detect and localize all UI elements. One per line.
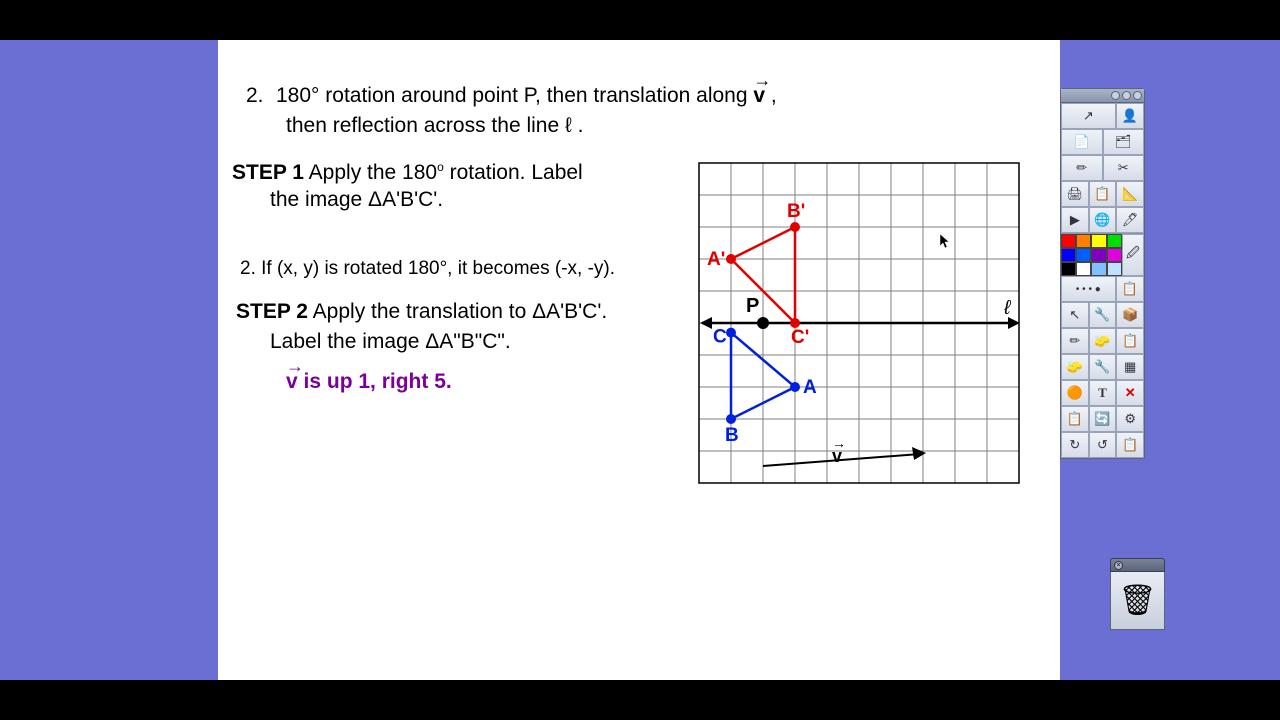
tool-button[interactable]: 🗂 (1103, 129, 1145, 155)
color-swatch[interactable] (1076, 262, 1091, 276)
tool-button[interactable]: ↺ (1089, 432, 1117, 458)
tool-button[interactable]: 🧽 (1089, 328, 1117, 354)
color-swatch[interactable] (1061, 262, 1076, 276)
window-min-icon[interactable] (1111, 91, 1120, 100)
vector-note-text: is up 1, right 5. (298, 370, 452, 393)
desktop: 2. 180° rotation around point P, then tr… (0, 40, 1280, 680)
document-area: 2. 180° rotation around point P, then tr… (218, 40, 1060, 680)
svg-text:→: → (832, 435, 846, 451)
svg-text:C: C (713, 327, 727, 348)
P-label: P (746, 295, 759, 317)
tool-button[interactable]: 🟠 (1061, 380, 1089, 406)
vector-v-symbol: v (753, 84, 765, 108)
tool-button[interactable]: 📋 (1116, 328, 1144, 354)
color-swatch[interactable] (1061, 234, 1076, 248)
tool-button[interactable]: 🖉 (1122, 234, 1144, 276)
tool-button[interactable]: T (1089, 380, 1117, 406)
tool-button[interactable]: ⚙ (1116, 406, 1144, 432)
tool-button[interactable]: 🔧 (1089, 354, 1117, 380)
tool-button[interactable]: 📐 (1116, 181, 1144, 207)
step1-text-a: Apply the 180 (304, 161, 437, 184)
tool-button[interactable]: 📋 (1089, 181, 1117, 207)
tool-button[interactable]: ✏ (1061, 155, 1103, 181)
step1-line2: the image ΔA'B'C'. (270, 188, 443, 212)
window-max-icon[interactable] (1122, 91, 1131, 100)
tool-button[interactable]: 📋 (1116, 276, 1144, 302)
tool-button[interactable]: 🧽 (1061, 354, 1089, 380)
color-swatch[interactable] (1076, 234, 1091, 248)
tool-button[interactable]: 📋 (1116, 432, 1144, 458)
palette-titlebar[interactable] (1061, 89, 1144, 103)
rotation-note: 2. If (x, y) is rotated 180°, it becomes… (240, 258, 615, 280)
step2: STEP 2 Apply the translation to ΔA'B'C'. (236, 300, 607, 324)
trash-window[interactable]: × 🗑 (1110, 558, 1165, 630)
tool-button[interactable]: 📋 (1061, 406, 1089, 432)
tool-palette[interactable]: ↗👤📄🗂✏✂🖨📋📐▶🌐🖊🖉• • • ●📋↖🔧📦✏🧽📋🧽🔧▦🟠T✕📋🔄⚙↻↺📋 (1060, 88, 1145, 459)
color-swatch[interactable] (1091, 262, 1106, 276)
trash-titlebar[interactable]: × (1110, 558, 1165, 572)
letterbox-bottom (0, 680, 1280, 720)
color-swatch[interactable] (1091, 234, 1106, 248)
svg-text:B': B' (787, 201, 805, 222)
window-close-icon[interactable] (1133, 91, 1142, 100)
step1: STEP 1 Apply the 180o rotation. Label (232, 160, 583, 185)
tool-button[interactable]: ✂ (1103, 155, 1145, 181)
color-swatch[interactable] (1107, 234, 1122, 248)
step2-label: STEP 2 (236, 300, 308, 323)
step1-label: STEP 1 (232, 161, 304, 184)
tool-button[interactable]: ↻ (1061, 432, 1089, 458)
tool-button[interactable]: 📄 (1061, 129, 1103, 155)
color-swatch[interactable] (1107, 248, 1122, 262)
tool-button[interactable]: 🖊 (1116, 207, 1144, 233)
tool-button[interactable]: ▦ (1116, 354, 1144, 380)
vector-note: v is up 1, right 5. (286, 370, 452, 394)
size-selector[interactable]: • • • ● (1061, 276, 1116, 302)
problem-number: 2. (246, 84, 264, 108)
letterbox-top (0, 0, 1280, 40)
svg-text:A: A (803, 377, 817, 398)
tool-button[interactable]: ▶ (1061, 207, 1089, 233)
vector-v-note: v (286, 370, 298, 394)
tool-button[interactable]: 📦 (1116, 302, 1144, 328)
tool-button[interactable]: 🌐 (1089, 207, 1117, 233)
tool-button[interactable]: ✏ (1061, 328, 1089, 354)
color-swatch[interactable] (1091, 248, 1106, 262)
ell-label: ℓ (1003, 297, 1012, 319)
svg-text:C': C' (791, 327, 809, 348)
step2-text: Apply the translation to ΔA'B'C'. (308, 300, 607, 323)
grid-figure: ℓ P ABC A'B'C' v → (698, 162, 1023, 487)
trash-icon[interactable]: 🗑 (1110, 572, 1165, 630)
trash-close-icon[interactable]: × (1114, 561, 1123, 570)
problem-text: 180° rotation around point P, then trans… (276, 84, 753, 107)
color-swatch[interactable] (1061, 248, 1076, 262)
color-swatch[interactable] (1076, 248, 1091, 262)
problem-line1: 180° rotation around point P, then trans… (276, 84, 777, 108)
problem-line2: then reflection across the line ℓ . (286, 114, 583, 138)
tool-button[interactable]: ✕ (1116, 380, 1144, 406)
svg-text:B: B (725, 425, 739, 446)
user-button[interactable]: 👤 (1116, 103, 1144, 129)
tool-button[interactable]: 🖨 (1061, 181, 1089, 207)
share-button[interactable]: ↗ (1061, 103, 1116, 129)
tool-button[interactable]: ↖ (1061, 302, 1089, 328)
tool-button[interactable]: 🔄 (1089, 406, 1117, 432)
svg-text:A': A' (707, 249, 725, 270)
color-swatch[interactable] (1107, 262, 1122, 276)
degree-sup: o (437, 160, 444, 174)
tool-button[interactable]: 🔧 (1089, 302, 1117, 328)
step2-line2: Label the image ΔA"B"C". (270, 330, 511, 354)
grid-svg: ℓ P ABC A'B'C' v → (698, 162, 1023, 487)
step1-text-b: rotation. Label (444, 161, 583, 184)
